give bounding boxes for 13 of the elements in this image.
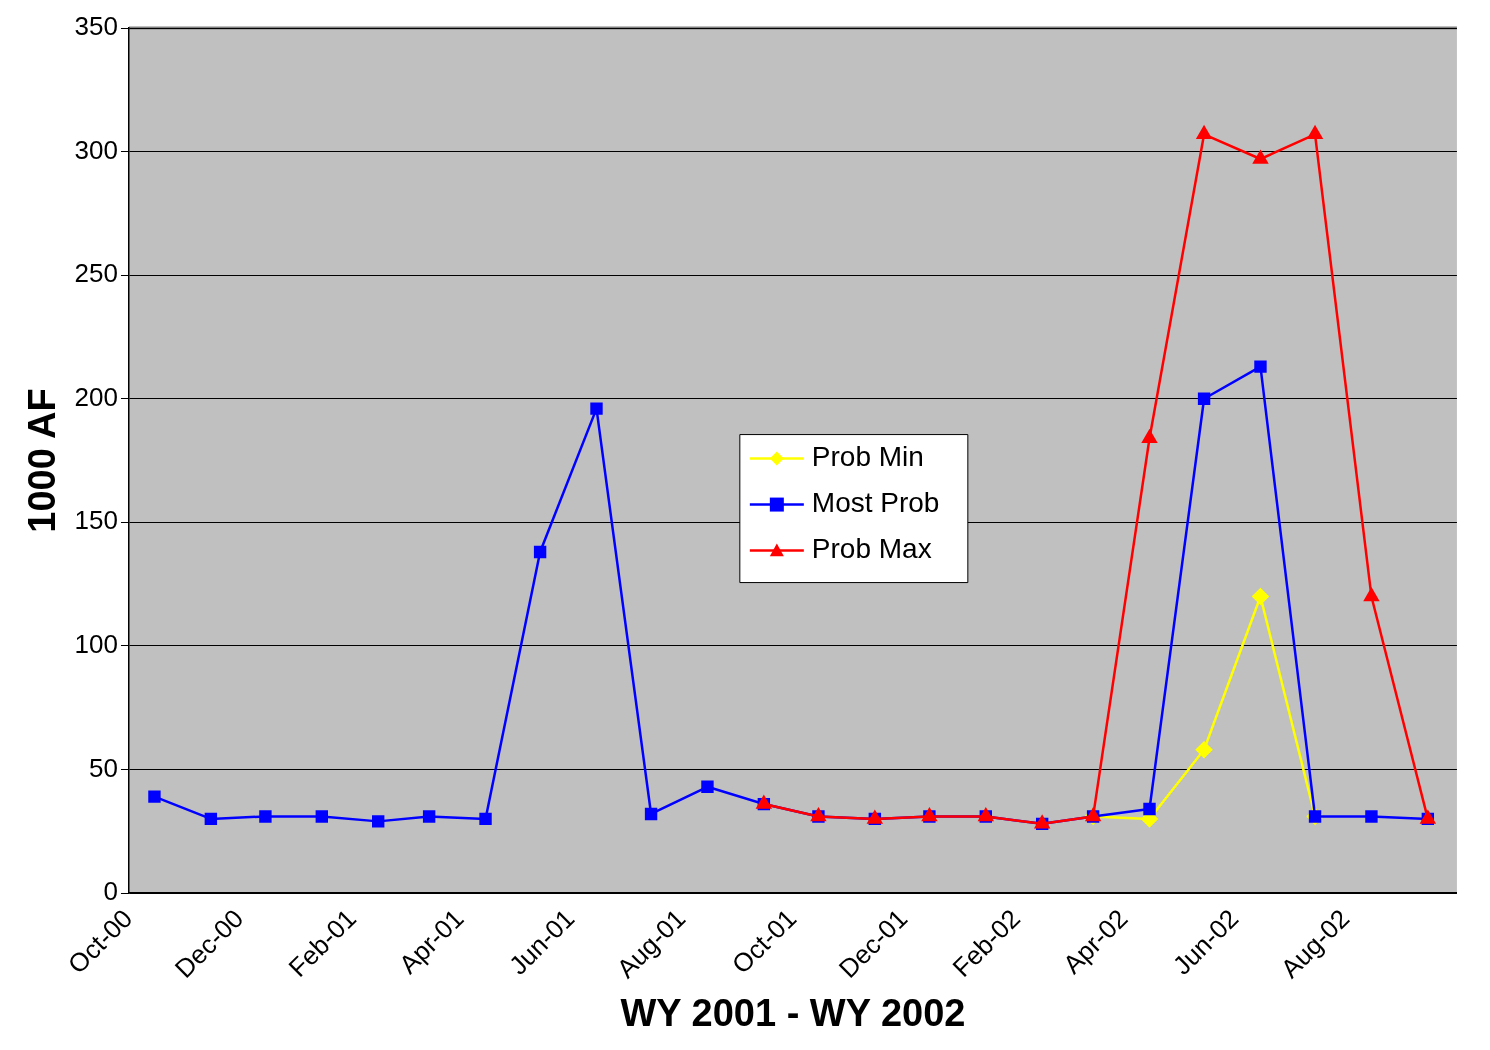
y-axis-title: 1000 AF <box>21 388 64 533</box>
y-tick-label: 150 <box>74 505 118 536</box>
y-tick-label: 250 <box>74 258 118 289</box>
legend-label: Prob Min <box>811 441 924 473</box>
y-tick-label: 350 <box>74 11 118 42</box>
legend-label: Prob Max <box>811 533 932 565</box>
y-tick-label: 300 <box>74 134 118 165</box>
x-axis-title: WY 2001 - WY 2002 <box>620 991 966 1034</box>
y-tick-label: 200 <box>74 381 118 412</box>
y-tick-label: 100 <box>74 629 118 660</box>
y-tick-label: 0 <box>103 876 118 907</box>
y-tick-label: 50 <box>89 752 118 783</box>
legend-label: Most Prob <box>811 487 940 519</box>
